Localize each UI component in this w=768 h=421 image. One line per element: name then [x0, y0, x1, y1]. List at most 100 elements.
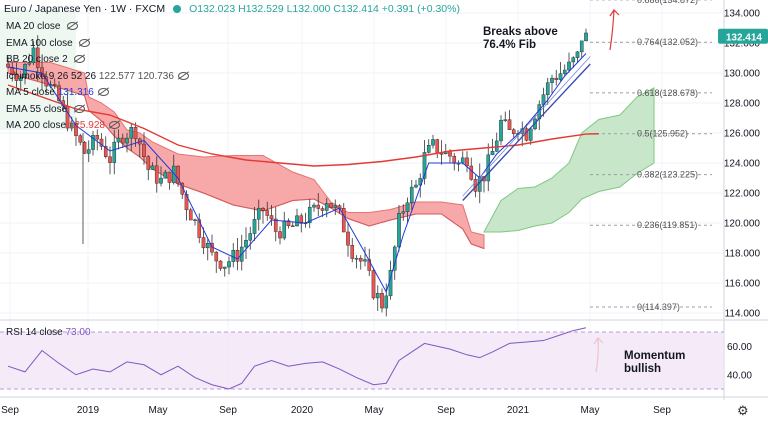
visibility-toggle-icon[interactable] [108, 121, 120, 130]
candle-body [112, 141, 117, 163]
candle-body [261, 207, 265, 211]
indicator-legend-item[interactable]: MA 200 close 125.928 [6, 120, 120, 131]
candle-body [244, 240, 248, 248]
candle-body [503, 119, 508, 121]
time-tick: Sep [437, 405, 455, 416]
candle-body [227, 261, 231, 268]
candle-body [99, 138, 104, 147]
candle-body [431, 139, 435, 146]
price-tick: 116.000 [725, 279, 761, 290]
indicator-legend-item[interactable]: MA 20 close [6, 21, 79, 32]
visibility-toggle-icon[interactable] [97, 88, 109, 97]
indicator-value: 122.577 120.736 [98, 70, 174, 82]
candle-body [575, 51, 580, 58]
candle-body [282, 220, 287, 239]
visibility-toggle-icon[interactable] [177, 71, 189, 80]
visibility-toggle-icon[interactable] [74, 55, 86, 64]
chart-header: Euro / Japanese Yen · 1W · FXCM O132.023… [4, 3, 460, 15]
candle-body [375, 293, 380, 299]
candle-body [460, 157, 465, 164]
indicator-name: MA 20 close [6, 21, 64, 32]
candle-body [324, 203, 329, 211]
candle-body [125, 137, 129, 144]
candle-body [439, 153, 444, 155]
rsi-legend: RSI 14 close 73.00 [6, 327, 91, 338]
candle-body [554, 77, 559, 80]
indicator-legend-item[interactable]: MA 5 close 131.316 [6, 87, 109, 98]
candle-body [346, 231, 350, 246]
candle-body [299, 215, 304, 224]
candle-body [384, 295, 389, 309]
fib-label: 0(114.397) [637, 302, 680, 312]
last-price-label: 132.414 [726, 32, 763, 43]
candle-body [201, 237, 206, 249]
trendline [462, 63, 591, 201]
candle-body [31, 47, 36, 63]
time-tick: Sep [653, 405, 671, 416]
candle-body [222, 266, 227, 269]
indicator-legend-item[interactable]: Ichimoku 9 26 52 26 122.577 120.736 [6, 71, 189, 82]
candle-body [329, 203, 333, 208]
candle-body [74, 122, 78, 136]
time-tick: 2020 [291, 405, 314, 416]
cloud-bullish [483, 87, 655, 233]
rsi-line [7, 327, 587, 390]
visibility-toggle-icon[interactable] [67, 22, 79, 31]
candle-body [367, 259, 372, 271]
candle-body [320, 208, 325, 211]
candle-body [176, 165, 180, 184]
price-tick: 130.000 [724, 69, 761, 80]
candle-body [571, 57, 576, 63]
candle-body [218, 260, 223, 269]
market-status-icon [173, 5, 182, 13]
price-tick: 126.000 [724, 129, 761, 140]
candle-body [163, 171, 168, 179]
symbol-title[interactable]: Euro / Japanese Yen · 1W · FXCM [4, 3, 166, 15]
price-tick: 132.000 [724, 39, 761, 50]
time-axis[interactable]: Sep 2019 May Sep 2020 May Sep 2021 May Sep [1, 405, 671, 416]
indicator-legend-item[interactable]: EMA 55 close [6, 104, 85, 115]
candle-body [397, 212, 401, 248]
rsi-tick: 60.00 [727, 342, 752, 353]
candle-body [133, 127, 138, 140]
ohlc-readout: O132.023 H132.529 L132.000 C132.414 +0.3… [189, 3, 460, 15]
candle-body [188, 209, 193, 221]
time-tick: 2021 [507, 405, 530, 416]
price-tick: 122.000 [724, 189, 761, 200]
candle-body [562, 69, 567, 74]
candle-body [545, 82, 550, 95]
candle-body [108, 156, 112, 163]
candle-body [193, 219, 197, 221]
candle-body [401, 211, 406, 214]
candle-body [452, 155, 457, 164]
candle-body [269, 215, 274, 220]
rsi-label: RSI 14 close [6, 327, 63, 338]
candle-body [490, 151, 495, 156]
candle-body [23, 63, 27, 78]
indicator-legend-item[interactable]: EMA 100 close [6, 38, 91, 49]
ma5-line [7, 53, 587, 294]
candle-body [350, 245, 355, 259]
candle-body [550, 77, 554, 83]
fibonacci-levels: 0(114.397) 0.236(119.851) 0.382(123.225) 0.… [590, 0, 712, 312]
candle-body [448, 150, 452, 157]
breakout-arrow-icon [609, 9, 615, 51]
candle-body [150, 165, 155, 170]
indicator-legend-item[interactable]: BB 20 close 2 [6, 54, 86, 65]
candle-body [103, 146, 108, 157]
indicator-value: 131.316 [57, 87, 94, 98]
candle-body [507, 119, 512, 130]
price-axis[interactable]: 114.000 116.000 118.000 120.000 122.000 124.0… [718, 9, 768, 320]
indicator-value: 125.928 [68, 120, 105, 131]
candle-body [409, 186, 414, 203]
visibility-toggle-icon[interactable] [79, 38, 91, 47]
fib-label: 0.382(123.225) [637, 170, 698, 180]
candle-body [159, 177, 163, 184]
visibility-toggle-icon[interactable] [73, 104, 85, 113]
indicator-name: MA 5 close [6, 87, 58, 98]
gear-icon[interactable]: ⚙ [737, 403, 749, 418]
rsi-band [0, 332, 724, 389]
candle-body [511, 129, 516, 135]
candle-body [422, 152, 427, 179]
